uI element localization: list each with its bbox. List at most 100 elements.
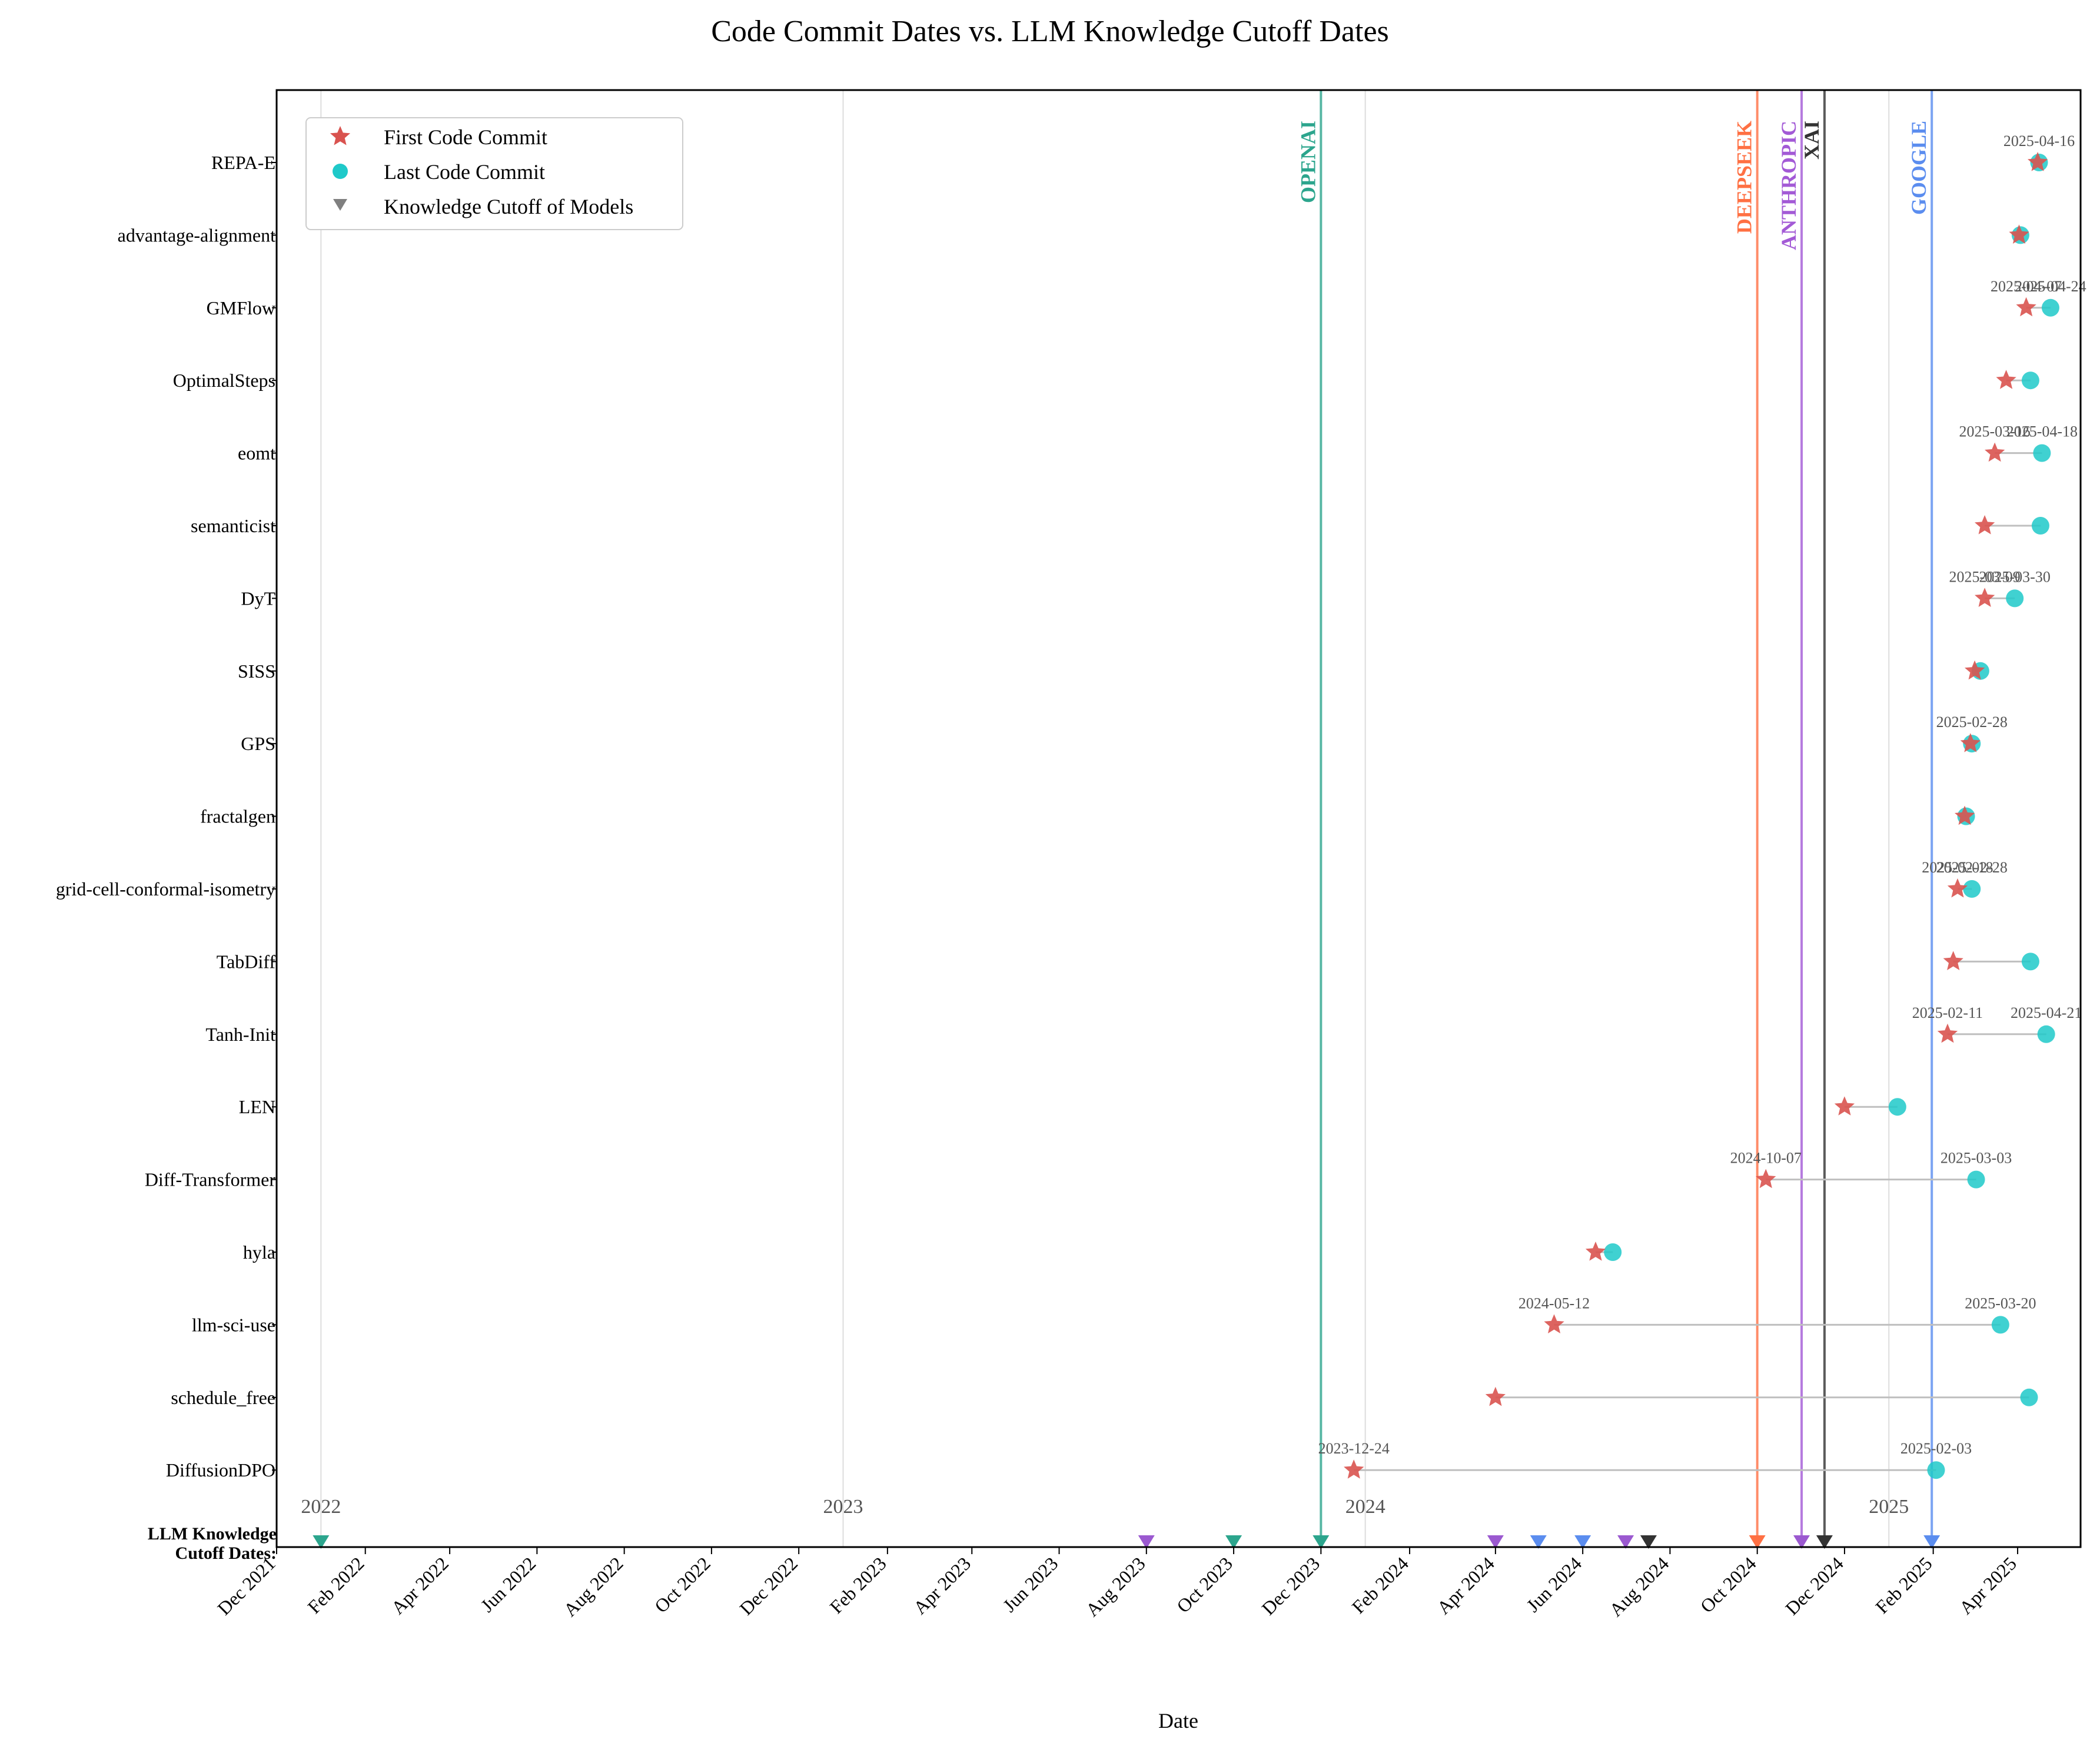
first-commit-date: 2025-02-18 [1922,859,1993,876]
project-label: advantage-alignment [118,224,275,245]
legend-first-marker [330,126,351,145]
project-label: fractalgen [200,806,275,827]
last-commit-marker [2020,1388,2038,1406]
project-label: grid-cell-conformal-isometry [56,878,275,900]
legend-box [305,117,683,230]
first-commit-marker [1937,1023,1958,1043]
last-commit-marker [1604,1243,1622,1261]
first-commit-marker [1975,515,1995,535]
last-commit-marker [2006,589,2024,608]
y-axis: REPA-E advantage-alignment GMFlow OptimalSt… [56,152,277,1481]
first-commit-marker [1756,1169,1776,1189]
x-axis-label: Date [1158,1709,1198,1733]
year-label: 2022 [301,1496,341,1518]
last-commit-date: 2025-02-28 [1936,859,2008,876]
first-commit-date: 2025-02-11 [1912,1004,1983,1021]
legend-last-label: Last Code Commit [384,160,545,184]
cutoff-marker [1640,1535,1657,1549]
vendor-label: GOOGLE [1907,121,1930,215]
last-commit-marker [1967,1170,1985,1189]
first-commit-date: 2023-12-24 [1318,1440,1390,1457]
cutoff-marker [1487,1535,1504,1549]
project-label: TabDiff [217,951,276,972]
first-commit-marker [1544,1314,1564,1333]
project-label: DiffusionDPO [166,1459,275,1481]
first-commit-marker [1960,733,1981,752]
vendor-label: DEEPSEEK [1733,121,1756,234]
first-commit-date: 2025-03-09 [1949,568,2020,585]
year-label: 2023 [823,1496,863,1518]
last-commit-marker [2041,298,2059,317]
project-label: REPA-E [211,152,275,173]
cutoff-marker [1312,1535,1330,1549]
project-label: eomt [238,443,275,464]
cutoff-marker [1793,1535,1810,1549]
cutoff-marker [1617,1535,1634,1549]
legend-cutoff-marker [333,199,347,211]
project-label: schedule_free [171,1387,275,1408]
year-label: 2024 [1345,1496,1385,1518]
first-commit-date: 2024-10-07 [1730,1150,1802,1167]
last-commit-marker [1963,880,1981,898]
cutoff-marker [1574,1535,1591,1549]
project-label: LEN [239,1096,275,1117]
last-commit-date: 2025-04-24 [2015,278,2086,295]
vendor-label: OPENAI [1296,121,1320,203]
last-commit-date: 2025-04-21 [2011,1004,2082,1021]
cutoff-row-label-line2: Cutoff Dates: [175,1544,277,1563]
first-commit-marker [1985,442,2005,462]
legend-first-star [330,126,351,145]
cutoff-row-label: LLM Knowledge Cutoff Dates: [148,1524,277,1563]
first-commit-marker [1975,588,1995,607]
last-commit-date: 2025-04-16 [2003,132,2075,150]
project-label: SISS [238,661,275,682]
first-commit-marker [1996,370,2016,389]
project-label: OptimalSteps [173,370,275,391]
first-commit-date: 2025-04-07 [1991,278,2062,295]
legend-last-marker [333,164,348,179]
project-label: DyT [241,588,275,609]
last-commit-date: 2025-02-28 [1936,713,2008,731]
grid-layer: 2022 2023 2024 2025 [301,90,1909,1547]
last-commit-marker [1888,1098,1906,1116]
legend-cutoff-label: Knowledge Cutoff of Models [384,195,633,218]
first-commit-marker [1585,1242,1606,1261]
project-label: llm-sci-use [192,1314,275,1335]
last-commit-marker [2037,1025,2055,1043]
last-commit-date: 2025-03-30 [1979,568,2051,585]
cutoff-marker [1923,1535,1940,1549]
project-label: GPS [241,733,275,754]
last-commit-marker [2021,953,2039,971]
first-commit-marker [2028,152,2048,171]
first-commit-marker [2016,297,2036,317]
vendor-label: ANTHROPIC [1777,121,1800,250]
plot-frame [275,89,2082,1548]
last-commit-marker [2031,517,2049,535]
project-label: Diff-Transformer [145,1169,276,1190]
first-commit-marker [1947,878,1968,898]
year-label: 2025 [1869,1496,1909,1518]
project-label: Tanh-Init [205,1024,275,1045]
last-commit-marker [1927,1461,1945,1479]
cutoff-marker [1138,1535,1155,1549]
cutoff-marker [1530,1535,1547,1549]
last-commit-marker [2033,444,2051,462]
first-commit-marker [1834,1096,1855,1116]
cutoff-marker [1225,1535,1242,1549]
last-commit-date: 2025-02-03 [1900,1440,1972,1457]
cutoff-marker [313,1535,330,1549]
legend: First Code Commit Last Code Commit Knowl… [305,117,683,230]
first-commit-marker [1965,660,1985,680]
last-commit-date: 2025-03-20 [1965,1295,2036,1312]
first-commit-date: 2025-03-16 [1959,423,2030,440]
last-commit-date: 2025-03-03 [1940,1150,2012,1167]
first-commit-marker [1344,1459,1364,1479]
first-commit-date: 2024-05-12 [1518,1295,1590,1312]
project-label: GMFlow [207,297,275,318]
first-commit-marker [1485,1386,1506,1406]
cutoff-markers [313,1535,1940,1549]
last-commit-marker [2021,371,2039,390]
cutoff-row-label-line1: LLM Knowledge [148,1524,277,1544]
